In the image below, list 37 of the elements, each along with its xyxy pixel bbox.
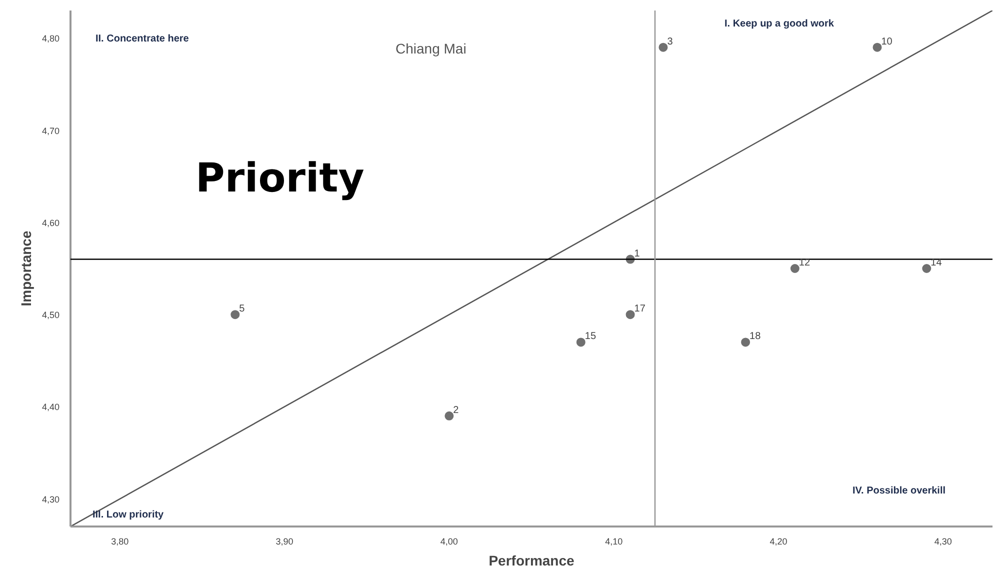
annotation: 15 (584, 331, 596, 342)
x-tick-label: 4,30 (934, 536, 952, 546)
annotation: 3 (667, 36, 674, 48)
x-tick-label: 3,80 (111, 536, 129, 546)
y-tick-label: 4,80 (42, 34, 60, 44)
x-tick-label: 3,90 (276, 536, 294, 546)
x-tick-label: 4,00 (440, 536, 458, 546)
annotation: 1 (634, 248, 640, 260)
y-tick-label: 4,60 (42, 218, 60, 228)
point (790, 264, 800, 273)
y-tick-label: 4,50 (42, 310, 60, 320)
annotation: I. Keep up a good work (724, 18, 834, 30)
annotation: III. Low priority (92, 510, 164, 520)
point (576, 338, 586, 347)
x-axis-title: Performance (488, 552, 575, 568)
y-axis-title: Importance (18, 230, 34, 306)
annotation: IV. Possible overkill (852, 486, 946, 496)
point (872, 42, 882, 52)
annotation: II. Concentrate here (96, 34, 190, 44)
annotation: 17 (634, 304, 646, 315)
text: Chiang Mai (396, 40, 466, 56)
annotation: 2 (453, 404, 460, 416)
y-tick-label: 4,70 (42, 126, 60, 136)
y-tick-label: 4,40 (42, 402, 60, 412)
point (626, 310, 635, 320)
annotation: 10 (881, 36, 893, 48)
point (444, 411, 454, 420)
annotation: 5 (239, 304, 246, 315)
annotation: Priority (196, 156, 364, 202)
annotation: 18 (750, 331, 762, 342)
point (230, 310, 240, 320)
point (741, 338, 750, 347)
point (658, 42, 668, 52)
x-tick-label: 4,10 (605, 536, 623, 546)
y-tick-label: 4,30 (42, 494, 60, 504)
x-tick-label: 4,20 (770, 536, 788, 546)
point (922, 264, 932, 273)
